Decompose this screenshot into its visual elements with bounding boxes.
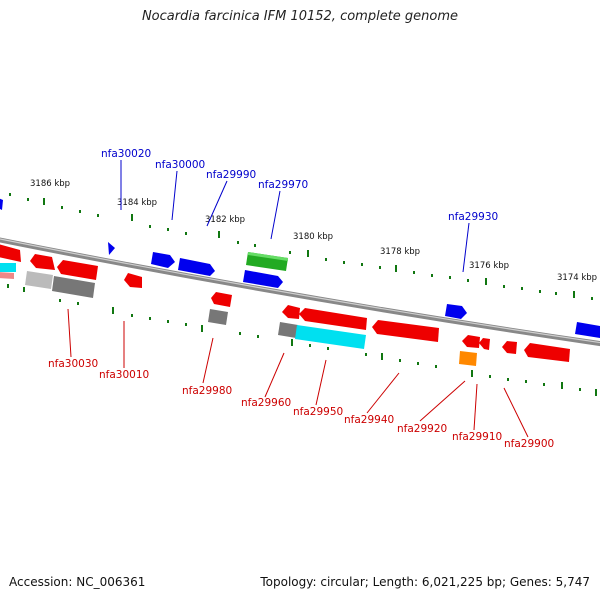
gene-arrow-red xyxy=(124,273,142,288)
gene-label: nfa30020 xyxy=(101,148,151,160)
kbp-label: 3174 kbp xyxy=(557,273,597,283)
gene-arrow-red xyxy=(282,305,300,319)
gene-block-lightgray xyxy=(25,271,53,289)
genome-summary-text: Topology: circular; Length: 6,021,225 bp… xyxy=(260,575,590,589)
gene-label: nfa29980 xyxy=(182,385,232,397)
gene-arrow-red xyxy=(502,341,517,354)
gene-arrow-red xyxy=(372,320,439,342)
gene-arrow-red xyxy=(30,254,55,270)
kbp-label: 3186 kbp xyxy=(30,179,70,189)
gene-label: nfa29960 xyxy=(241,397,291,409)
bottom-leader-lines xyxy=(67,308,529,438)
gene-arrow-red xyxy=(0,244,21,262)
gene-block-orange xyxy=(459,351,477,366)
forward-genes xyxy=(0,198,600,338)
kbp-label: 3182 kbp xyxy=(205,215,245,225)
accession-text: Accession: NC_006361 xyxy=(9,575,146,589)
gene-label: nfa29930 xyxy=(448,211,498,223)
gene-arrow-blue xyxy=(0,198,3,210)
gene-label: nfa29940 xyxy=(344,414,394,426)
gene-arrow-red xyxy=(462,335,480,348)
map-title: Nocardia farcinica IFM 10152, complete g… xyxy=(141,9,459,24)
gene-block-pink xyxy=(0,272,14,279)
top-leader-lines xyxy=(120,160,470,273)
reverse-genes xyxy=(0,244,570,366)
kbp-label: 3184 kbp xyxy=(117,198,157,208)
gene-arrow-blue xyxy=(575,322,600,338)
gene-block-gray xyxy=(52,276,95,298)
inner-tick-track xyxy=(7,284,597,396)
gene-label: nfa29990 xyxy=(206,169,256,181)
gene-arrow-blue xyxy=(178,258,215,276)
gene-block-gray xyxy=(208,309,228,325)
gene-arrow-red xyxy=(57,260,98,280)
kbp-label: 3176 kbp xyxy=(469,261,509,271)
gene-arrow-blue xyxy=(243,270,283,288)
gene-label: nfa30000 xyxy=(155,159,205,171)
gene-label: nfa29970 xyxy=(258,179,308,191)
gene-label: nfa29910 xyxy=(452,431,502,443)
top-gene-labels: nfa30020 nfa30000 nfa29990 nfa29970 nfa2… xyxy=(101,148,498,223)
gene-arrow-blue xyxy=(108,242,115,255)
gene-arrow-red xyxy=(479,338,490,350)
genome-backbone xyxy=(0,237,600,347)
outer-tick-track xyxy=(9,193,593,300)
gene-block-gray xyxy=(278,322,298,338)
kbp-label: 3180 kbp xyxy=(293,232,333,242)
gene-arrow-red xyxy=(524,343,570,362)
gene-label: nfa29950 xyxy=(293,406,343,418)
gene-block-cyan xyxy=(0,263,16,272)
gene-label: nfa29920 xyxy=(397,423,447,435)
bottom-gene-labels: nfa30030 nfa30010 nfa29980 nfa29960 nfa2… xyxy=(48,358,554,450)
gene-arrow-red xyxy=(299,308,367,330)
gene-label: nfa30030 xyxy=(48,358,98,370)
gene-arrow-blue xyxy=(151,252,175,268)
gene-block-cyan xyxy=(295,325,366,349)
gene-label: nfa30010 xyxy=(99,369,149,381)
gene-label: nfa29900 xyxy=(504,438,554,450)
gene-arrow-blue xyxy=(445,304,467,319)
kbp-labels: 3186 kbp 3184 kbp 3182 kbp 3180 kbp 3178… xyxy=(30,179,597,283)
gene-arrow-red xyxy=(211,292,232,307)
kbp-label: 3178 kbp xyxy=(380,247,420,257)
